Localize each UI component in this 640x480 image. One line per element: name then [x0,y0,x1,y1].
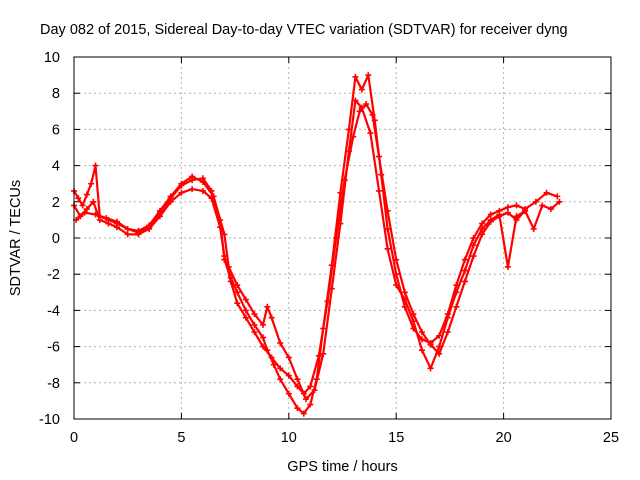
y-tick-label: 0 [52,231,60,247]
axis-ticks: 0 5 10 15 20 25 -10 -8 -6 -4 -2 0 2 4 6 8 10 [39,50,619,446]
data-points [71,72,563,417]
plot-frame [73,56,612,420]
chart-title: Day 082 of 2015, Sidereal Day-to-day VTE… [40,22,568,38]
series-track-c [73,97,529,403]
x-tick-label: 10 [281,430,297,446]
x-tick-label: 0 [70,430,78,446]
y-tick-label: 8 [52,86,60,102]
y-tick-label: -8 [47,376,60,392]
x-tick-label: 25 [603,430,619,446]
y-tick-label: 4 [52,159,60,175]
series-track-b [71,101,563,397]
y-axis-label: SDTVAR / TECUs [8,180,24,296]
y-tick-label: -4 [47,303,60,319]
series-trace [73,102,561,395]
y-tick-label: 2 [52,195,60,211]
y-tick-label: 6 [52,122,60,138]
x-axis-label: GPS time / hours [287,459,397,475]
series-trace [75,99,526,401]
x-tick-label: 5 [177,430,185,446]
y-tick-label: -2 [47,267,60,283]
grid-lines [74,57,611,419]
data-point [556,198,563,205]
y-tick-label: -10 [39,412,60,428]
series-trace [73,73,558,415]
x-tick-label: 20 [496,430,512,446]
y-tick-label: 10 [44,50,60,66]
data-point [522,207,529,214]
x-tick-label: 15 [388,430,404,446]
y-tick-label: -6 [47,340,60,356]
